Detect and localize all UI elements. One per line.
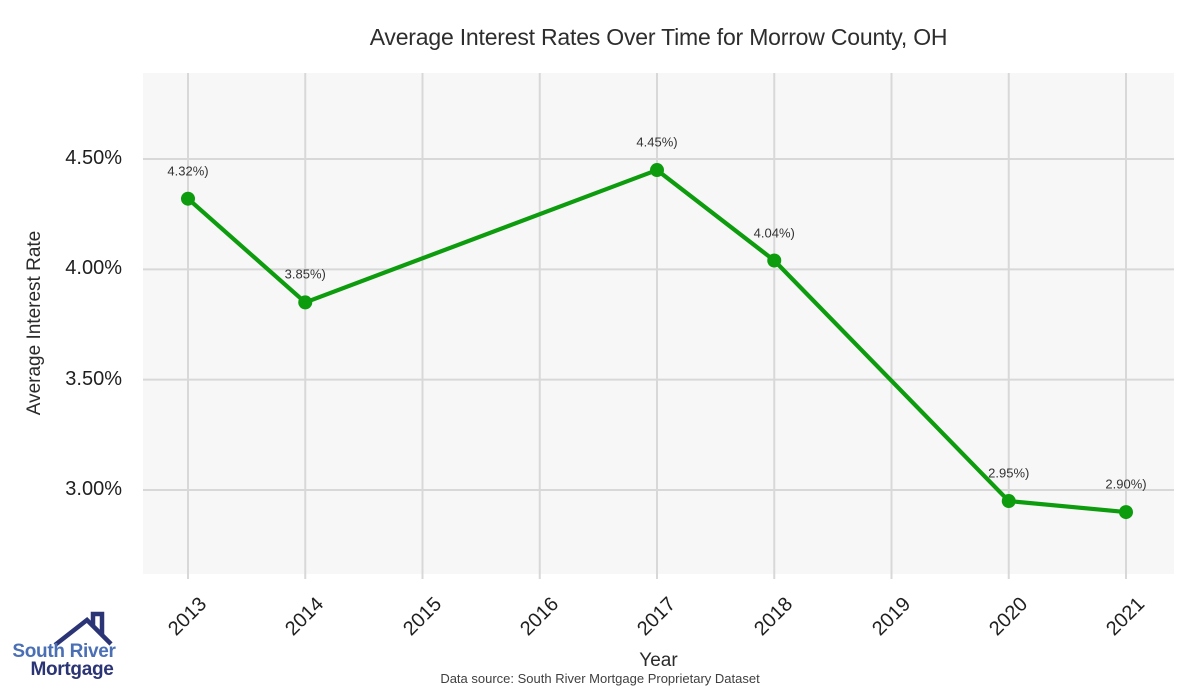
chart-canvas [143, 73, 1174, 579]
x-tick-label: 2018 [750, 593, 798, 641]
x-tick-label: 2020 [984, 593, 1032, 641]
x-tick-label: 2014 [281, 593, 329, 641]
data-point-marker [181, 191, 195, 206]
data-point-marker [650, 163, 664, 178]
y-axis-title: Average Interest Rate [24, 230, 45, 416]
company-logo: South River Mortgage [8, 610, 132, 688]
data-point-marker [767, 253, 782, 268]
x-tick-label: 2016 [515, 593, 563, 641]
x-tick-label: 2019 [867, 593, 915, 641]
x-axis-title: Year [639, 650, 678, 671]
x-tick-label: 2015 [398, 593, 446, 641]
data-point-marker [1001, 494, 1016, 509]
data-point-marker [298, 295, 313, 310]
y-tick-label: 4.50% [65, 147, 122, 169]
data-point-marker [1119, 505, 1133, 520]
house-roof-icon [53, 611, 113, 647]
data-source-caption: Data source: South River Mortgage Propri… [440, 671, 760, 686]
x-tick-label: 2013 [164, 593, 212, 641]
x-tick-label: 2017 [633, 593, 681, 641]
x-tick-label: 2021 [1102, 593, 1150, 641]
chart-title: Average Interest Rates Over Time for Mor… [369, 24, 948, 50]
series-line [186, 167, 1127, 515]
logo-text-secondary: Mortgage [30, 659, 114, 680]
logo-text-primary: South River [12, 641, 116, 662]
y-tick-label: 3.00% [65, 478, 122, 500]
